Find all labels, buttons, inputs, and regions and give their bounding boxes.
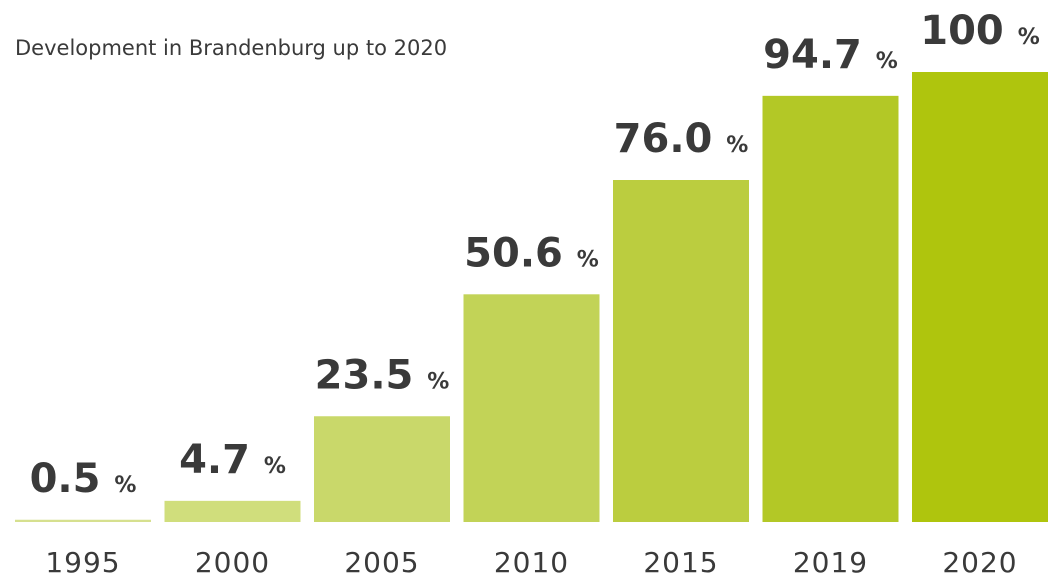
chart-title: Development in Brandenburg up to 2020: [15, 36, 447, 60]
bar: [15, 519, 151, 522]
bar: [613, 180, 749, 522]
value-label: 23.5 %: [315, 352, 450, 398]
bar: [762, 95, 899, 522]
value-label: 4.7 %: [179, 437, 286, 483]
value-label: 76.0 %: [614, 116, 749, 162]
bar: [463, 294, 600, 522]
value-label: 100 %: [920, 8, 1039, 54]
x-tick-label: 2015: [643, 546, 718, 578]
bar: [314, 416, 450, 522]
x-tick-label: 2000: [195, 546, 270, 578]
bar: [912, 72, 1048, 522]
x-tick-label: 2019: [793, 546, 868, 578]
x-tick-label: 2010: [494, 546, 569, 578]
x-tick-label: 1995: [45, 546, 120, 578]
value-label: 0.5 %: [30, 456, 137, 502]
x-tick-label: 2005: [344, 546, 419, 578]
value-label: 94.7 %: [763, 32, 898, 78]
bar: [164, 500, 301, 522]
x-tick-label: 2020: [942, 546, 1017, 578]
value-label: 50.6 %: [464, 230, 599, 276]
